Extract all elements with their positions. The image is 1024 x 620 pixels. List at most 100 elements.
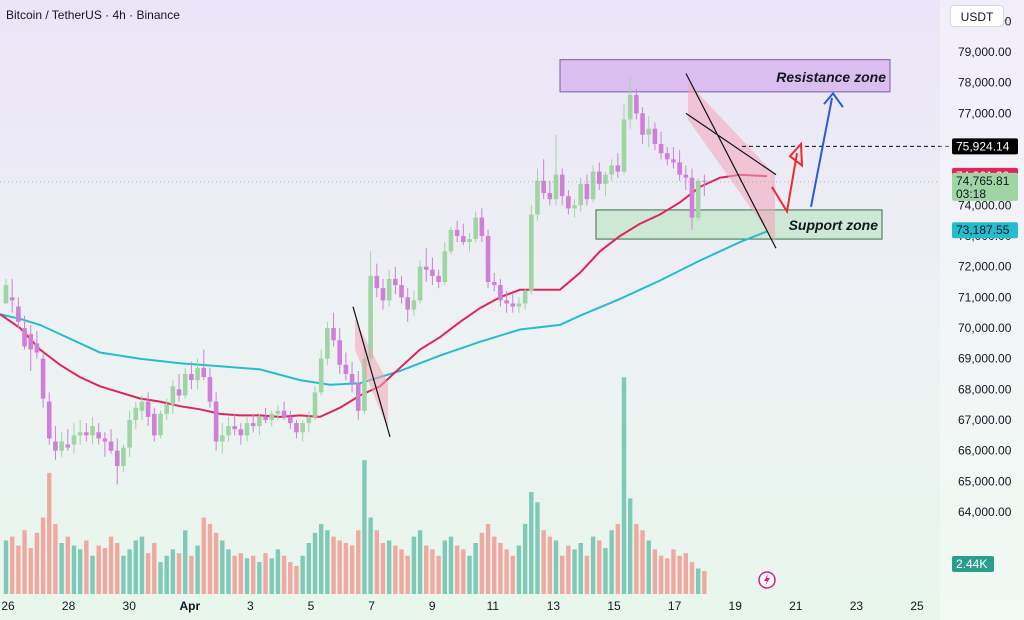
candle[interactable] [121, 444, 126, 473]
candle[interactable] [220, 423, 225, 454]
candle[interactable] [695, 177, 701, 221]
candle[interactable] [34, 331, 40, 359]
candle[interactable] [454, 220, 460, 243]
candle[interactable] [621, 104, 627, 175]
candle[interactable] [671, 147, 676, 169]
candle[interactable] [467, 232, 472, 252]
candle[interactable] [689, 168, 695, 230]
candle[interactable] [553, 134, 559, 206]
candle[interactable] [405, 288, 410, 322]
candle[interactable] [572, 199, 577, 218]
candle[interactable] [479, 208, 485, 243]
candle[interactable] [510, 294, 516, 313]
candle[interactable] [250, 413, 256, 433]
candle[interactable] [53, 426, 58, 460]
candle[interactable] [257, 413, 262, 436]
candle[interactable] [207, 367, 213, 408]
candles[interactable] [3, 76, 707, 485]
candle[interactable] [46, 392, 52, 445]
candle[interactable] [547, 180, 553, 206]
candle[interactable] [658, 131, 664, 160]
candle[interactable] [498, 278, 503, 307]
candle[interactable] [634, 88, 639, 120]
candle[interactable] [646, 116, 652, 148]
candle[interactable] [287, 410, 293, 430]
candle[interactable] [244, 416, 250, 442]
candle[interactable] [164, 398, 169, 420]
candle[interactable] [170, 380, 176, 414]
candle[interactable] [423, 248, 429, 282]
candle[interactable] [640, 107, 645, 144]
candle[interactable] [281, 401, 287, 420]
candle[interactable] [436, 269, 441, 289]
candle[interactable] [114, 438, 120, 485]
candle[interactable] [133, 401, 139, 430]
candle[interactable] [96, 423, 101, 445]
candle[interactable] [677, 150, 682, 181]
candle[interactable] [201, 349, 207, 381]
candle[interactable] [393, 266, 398, 295]
candle[interactable] [566, 190, 571, 215]
candle[interactable] [213, 392, 219, 451]
candle[interactable] [90, 416, 95, 445]
candle[interactable] [145, 392, 151, 427]
candle[interactable] [84, 423, 89, 442]
candle[interactable] [461, 223, 466, 246]
candle[interactable] [522, 288, 528, 310]
currency-selector[interactable]: USDT [950, 5, 1004, 27]
candle[interactable] [232, 413, 237, 436]
candle[interactable] [65, 429, 71, 451]
candle[interactable] [16, 297, 21, 328]
replay-lightning-icon[interactable] [758, 571, 776, 589]
candle[interactable] [590, 165, 596, 203]
candle[interactable] [529, 205, 534, 295]
candle[interactable] [325, 321, 330, 365]
candle[interactable] [596, 162, 602, 190]
candle[interactable] [609, 159, 614, 181]
candle[interactable] [158, 410, 163, 439]
candle[interactable] [368, 251, 373, 362]
candle[interactable] [28, 324, 34, 371]
candle[interactable] [683, 165, 689, 190]
candle[interactable] [102, 432, 108, 457]
candle[interactable] [386, 269, 392, 307]
candle[interactable] [380, 278, 386, 310]
candle[interactable] [374, 263, 380, 298]
candle[interactable] [189, 361, 194, 390]
candle[interactable] [349, 361, 355, 393]
candle[interactable] [411, 291, 417, 316]
candle[interactable] [318, 349, 324, 396]
candle[interactable] [491, 272, 497, 292]
candle[interactable] [275, 404, 281, 420]
candle[interactable] [448, 226, 454, 255]
candle[interactable] [77, 420, 83, 445]
candle[interactable] [108, 429, 114, 454]
candle[interactable] [578, 177, 584, 212]
candle[interactable] [226, 416, 231, 442]
candle[interactable] [652, 122, 658, 151]
candle[interactable] [294, 420, 299, 439]
candle[interactable] [300, 420, 305, 442]
candle[interactable] [263, 407, 268, 424]
candle[interactable] [559, 168, 565, 206]
candle[interactable] [176, 374, 182, 402]
candle[interactable] [702, 174, 707, 197]
candle[interactable] [584, 174, 590, 206]
candle[interactable] [59, 432, 64, 457]
candle[interactable] [504, 291, 509, 313]
candle[interactable] [238, 423, 244, 445]
candle[interactable] [627, 76, 633, 129]
candle[interactable] [343, 352, 349, 381]
candle[interactable] [71, 423, 77, 454]
candle[interactable] [442, 242, 448, 286]
candle[interactable] [127, 410, 132, 457]
candle[interactable] [399, 275, 404, 304]
candle[interactable] [139, 395, 145, 420]
candle[interactable] [312, 386, 318, 420]
candle[interactable] [331, 312, 336, 347]
candle[interactable] [22, 315, 27, 350]
candle[interactable] [195, 358, 200, 390]
candle[interactable] [182, 367, 188, 399]
candle[interactable] [516, 297, 522, 313]
